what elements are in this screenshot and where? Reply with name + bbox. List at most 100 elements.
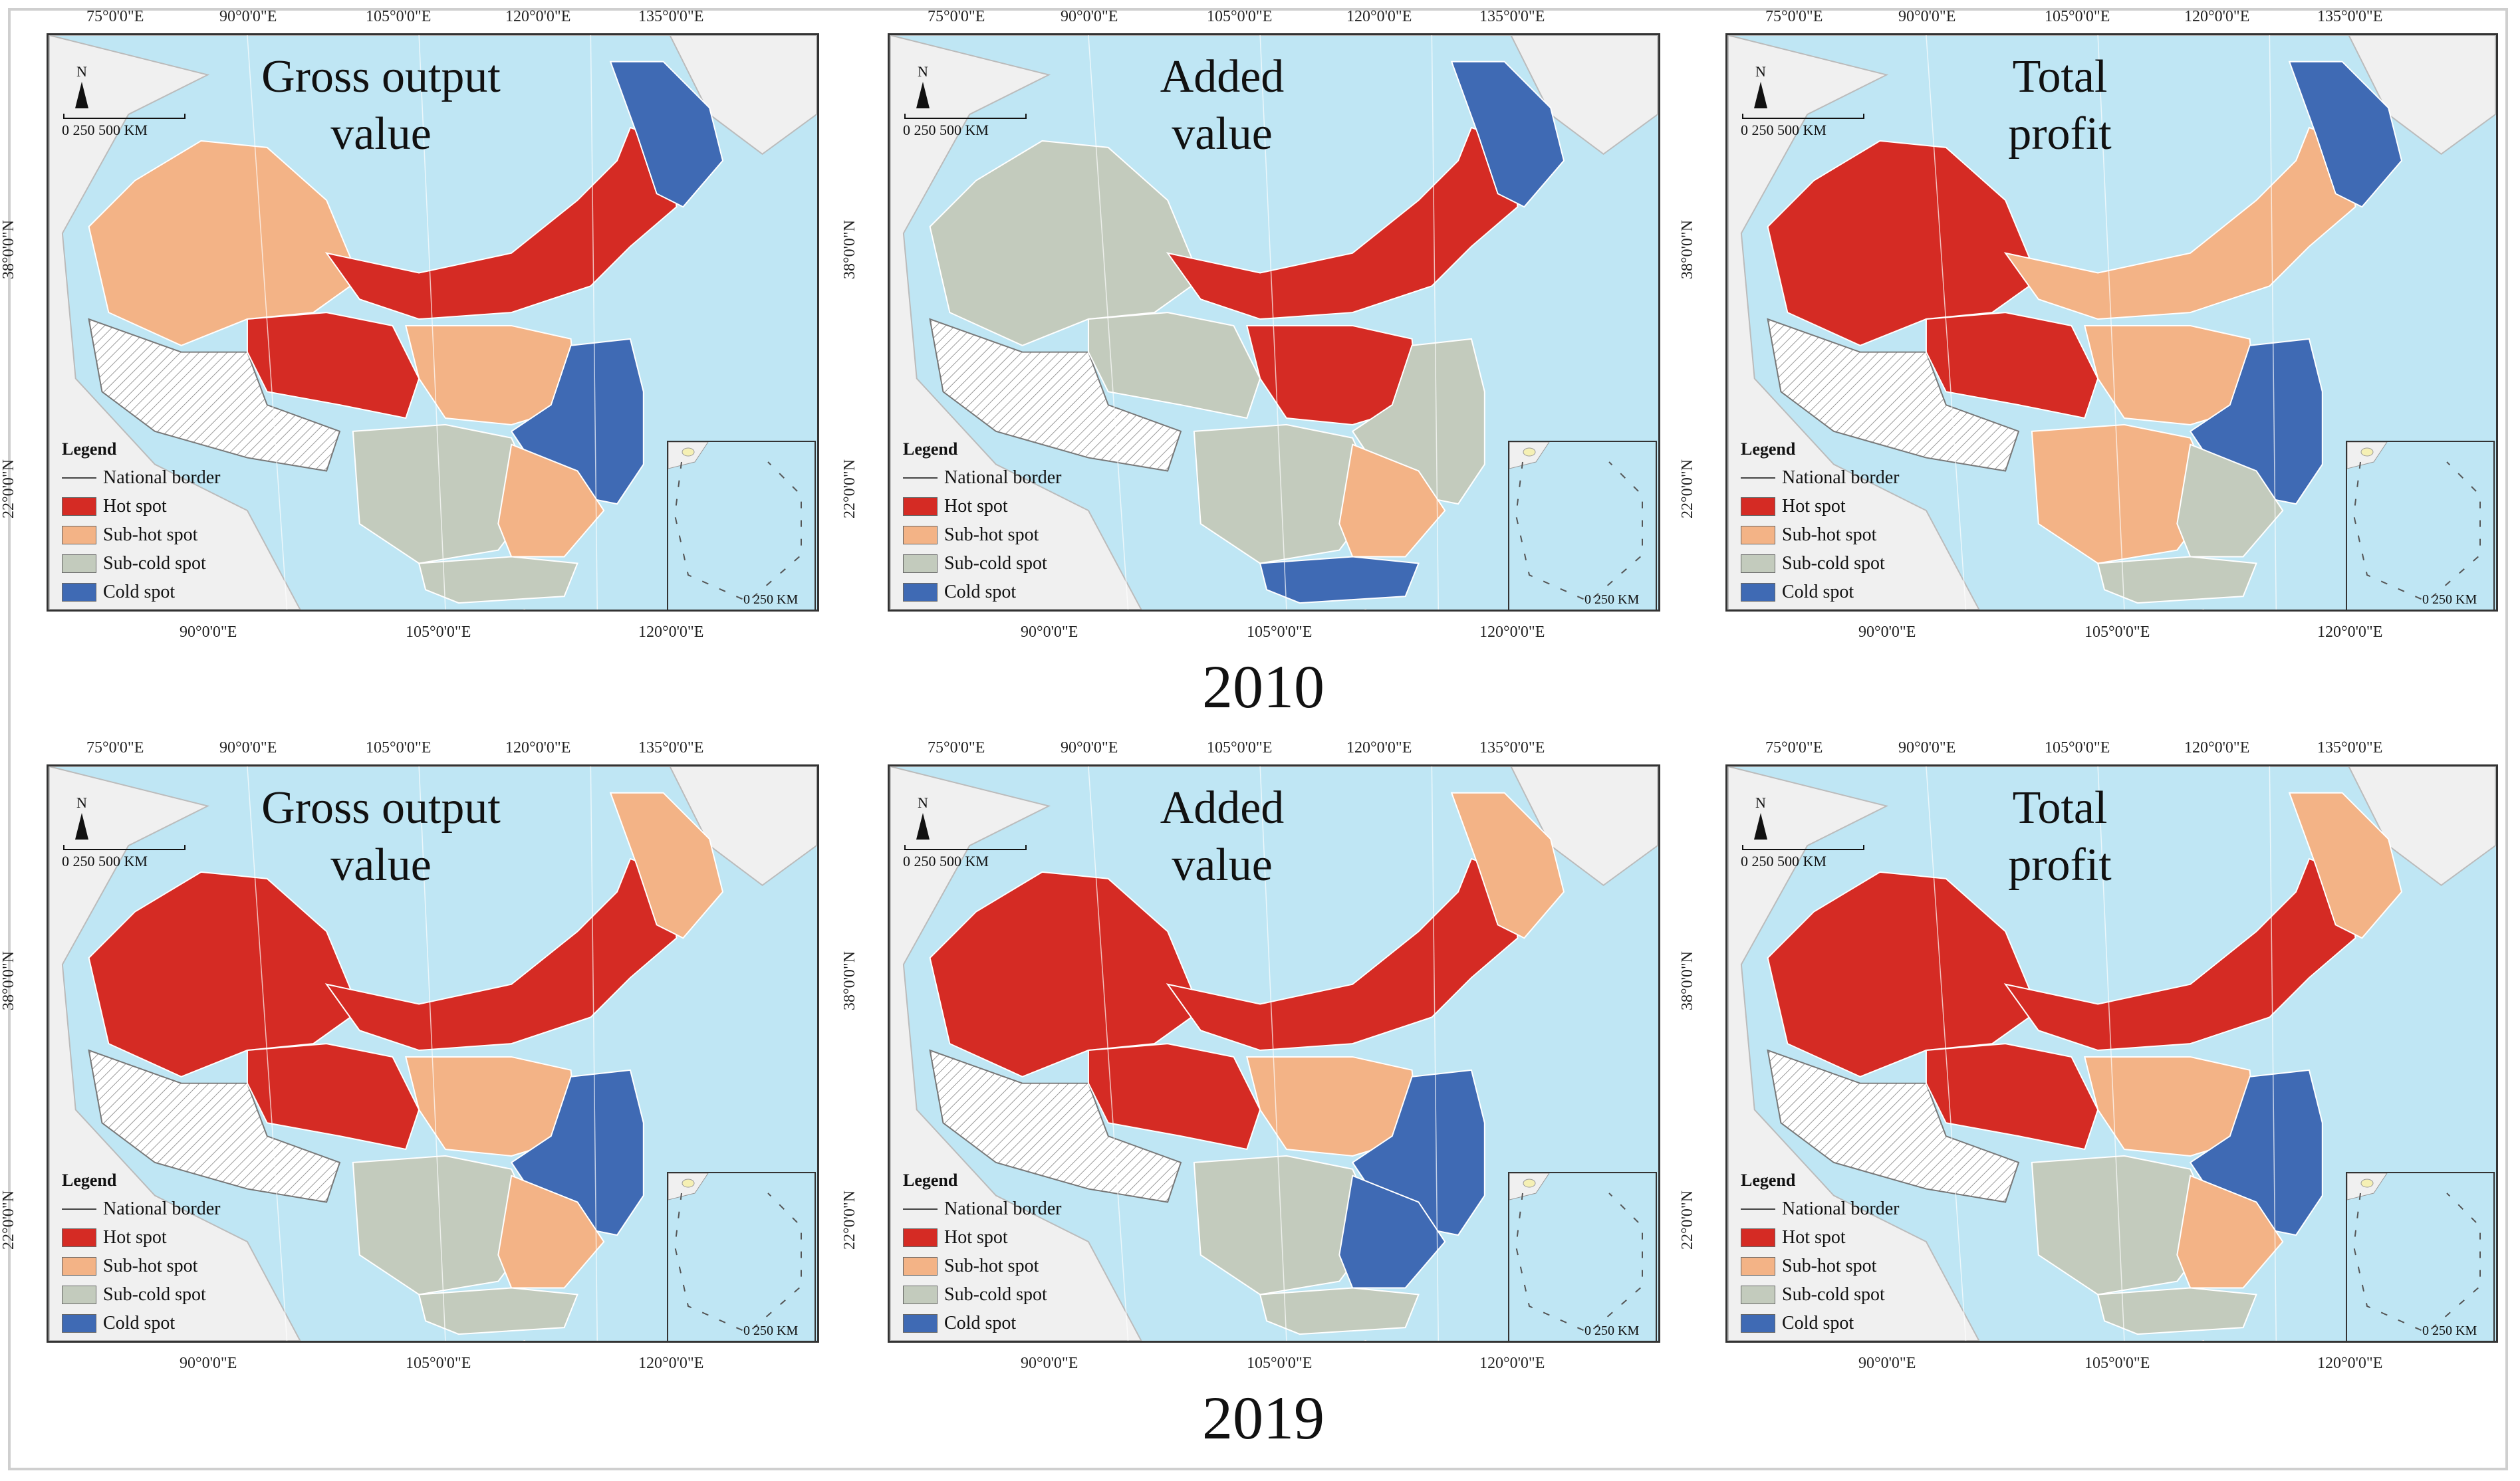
legend-item: Non-study area bbox=[62, 606, 221, 610]
region-subcold bbox=[2096, 556, 2257, 604]
scale-bar bbox=[63, 845, 186, 850]
figure-frame bbox=[8, 8, 2508, 1470]
north-label: N bbox=[1755, 794, 1766, 811]
north-label: N bbox=[918, 794, 928, 811]
graticule-line bbox=[2269, 766, 2277, 1341]
map-frame: Added value N 0 250 500 KM Legend National bo… bbox=[888, 764, 1660, 1343]
legend-swatch bbox=[62, 1285, 96, 1304]
legend-label: Sub-cold spot bbox=[1782, 552, 1885, 574]
south-china-sea-inset bbox=[2346, 1172, 2495, 1341]
inset-island bbox=[682, 1179, 695, 1188]
legend-item: Sub-hot spot bbox=[62, 1252, 221, 1280]
region-hot bbox=[246, 1043, 420, 1151]
legend: Legend National border Hot spot Sub-hot spo… bbox=[62, 1171, 221, 1343]
map-panel: 75°0'0"E 90°0'0"E 105°0'0"E 120°0'0"E 135°0'… bbox=[841, 739, 1660, 1415]
north-arrow-icon: N bbox=[1754, 63, 1767, 108]
graticule-line bbox=[590, 35, 598, 610]
graticule-line bbox=[418, 35, 446, 610]
inset-map bbox=[668, 1173, 802, 1334]
region-subhot bbox=[497, 1175, 605, 1289]
scale-label: 0 250 500 KM bbox=[903, 122, 989, 138]
inset-map bbox=[2347, 442, 2481, 603]
legend-title: Legend bbox=[62, 439, 117, 459]
longitude-label: 105°0'0"E bbox=[1207, 8, 1273, 25]
map-title-line1: Added bbox=[1160, 51, 1285, 102]
longitude-label: 105°0'0"E bbox=[2045, 8, 2110, 25]
longitude-label: 135°0'0"E bbox=[638, 739, 704, 756]
legend-item: Cold spot bbox=[903, 1309, 1062, 1337]
inset-scale-label: 0 250 KM bbox=[2422, 1323, 2477, 1338]
inset-island bbox=[2360, 447, 2374, 457]
legend-item: Non-study area bbox=[1741, 1337, 1900, 1341]
graticule-line bbox=[590, 766, 598, 1341]
choropleth-map bbox=[49, 35, 817, 610]
choropleth-map bbox=[49, 766, 817, 1341]
longitude-label: 135°0'0"E bbox=[1479, 8, 1545, 25]
latitude-label: 38°0'0"N bbox=[1679, 219, 1696, 279]
region-subhot bbox=[2288, 792, 2403, 939]
graticule-line bbox=[1088, 766, 1129, 1341]
legend-swatch bbox=[903, 1208, 938, 1210]
legend-label: Non-study area bbox=[103, 1341, 217, 1343]
legend-swatch bbox=[62, 1313, 96, 1333]
scale-bar bbox=[904, 114, 1027, 119]
legend-item: Hot spot bbox=[1741, 492, 1900, 520]
map-frame: Total profit N 0 250 500 KM Legend National b… bbox=[1725, 764, 2498, 1343]
legend-item: Sub-hot spot bbox=[1741, 1252, 1900, 1280]
inset-dashed-line bbox=[2352, 461, 2481, 603]
legend-label: Sub-cold spot bbox=[103, 1284, 206, 1305]
non-study-area bbox=[1767, 318, 2020, 472]
region-subcold bbox=[2096, 1287, 2257, 1335]
legend-title: Legend bbox=[903, 1171, 958, 1190]
latitude-label: 38°0'0"N bbox=[1679, 951, 1696, 1010]
region-subhot bbox=[1450, 792, 1565, 939]
legend-swatch bbox=[903, 582, 938, 602]
graticule-line bbox=[1926, 35, 1967, 610]
region-subcold bbox=[418, 556, 578, 604]
legend-swatch bbox=[1741, 554, 1775, 573]
legend-swatch bbox=[903, 554, 938, 573]
legend-swatch bbox=[903, 1285, 938, 1304]
choropleth-map bbox=[890, 35, 1658, 610]
region-subhot bbox=[1338, 443, 1446, 558]
latitude-label: 22°0'0"N bbox=[1679, 1190, 1696, 1250]
longitude-label: 120°0'0"E bbox=[2184, 739, 2250, 756]
longitude-label: 120°0'0"E bbox=[2317, 1355, 2383, 1372]
graticule-line bbox=[1431, 35, 1440, 610]
region-subcold bbox=[1087, 312, 1261, 419]
map-title-line1: Added bbox=[1160, 782, 1285, 834]
scale-label: 0 250 500 KM bbox=[1741, 122, 1827, 138]
scale-label: 0 250 500 KM bbox=[903, 853, 989, 869]
inset-scale-label: 0 250 KM bbox=[743, 1323, 799, 1338]
legend-swatch bbox=[1741, 525, 1775, 544]
south-china-sea-inset bbox=[2346, 441, 2495, 610]
north-label: N bbox=[76, 63, 87, 80]
longitude-label: 105°0'0"E bbox=[366, 739, 432, 756]
longitude-label: 120°0'0"E bbox=[1346, 739, 1412, 756]
longitude-label: 105°0'0"E bbox=[1207, 739, 1273, 756]
year-label-2010: 2010 bbox=[1202, 653, 1324, 721]
region-cold bbox=[2288, 60, 2403, 208]
north-label: N bbox=[76, 794, 87, 811]
longitude-label: 135°0'0"E bbox=[2317, 739, 2383, 756]
arrow-shape bbox=[75, 813, 88, 840]
longitude-label: 105°0'0"E bbox=[1247, 1355, 1313, 1372]
inset-dashed-line bbox=[2352, 1193, 2481, 1334]
map-title: Total profit bbox=[1900, 49, 2219, 163]
map-frame: Gross output value N 0 250 500 KM Legend Nati… bbox=[47, 764, 819, 1343]
latitude-label: 22°0'0"N bbox=[1679, 459, 1696, 518]
legend-swatch bbox=[903, 1256, 938, 1276]
region-subcold bbox=[2176, 443, 2284, 558]
legend-item: National border bbox=[62, 1195, 221, 1223]
legend: Legend National border Hot spot Sub-hot spo… bbox=[903, 1171, 1062, 1341]
longitude-label: 90°0'0"E bbox=[1898, 8, 1956, 25]
longitude-label: 90°0'0"E bbox=[180, 1355, 237, 1372]
legend-swatch bbox=[62, 525, 96, 544]
north-arrow-icon: N bbox=[75, 794, 88, 840]
scale-bar bbox=[1742, 114, 1864, 119]
map-title: Total profit bbox=[1900, 780, 2219, 894]
map-panel: 75°0'0"E 90°0'0"E 105°0'0"E 120°0'0"E 135°0'… bbox=[1679, 739, 2498, 1415]
north-label: N bbox=[918, 63, 928, 80]
legend-item: National border bbox=[62, 463, 221, 492]
south-china-sea-inset bbox=[1508, 1172, 1657, 1341]
